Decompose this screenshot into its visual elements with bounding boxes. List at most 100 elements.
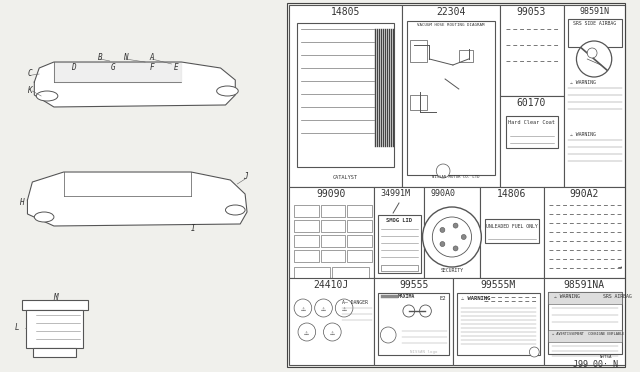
Bar xyxy=(332,281,369,293)
Bar xyxy=(548,292,621,304)
Circle shape xyxy=(298,323,316,341)
Bar xyxy=(548,292,621,354)
Ellipse shape xyxy=(225,205,245,215)
Text: 34991M: 34991M xyxy=(380,189,410,198)
Text: ⚠ AVERTISSEMENT  CONSIGNE ENFLABLE: ⚠ AVERTISSEMENT CONSIGNE ENFLABLE xyxy=(552,332,624,336)
Text: 990A2: 990A2 xyxy=(570,189,599,199)
Circle shape xyxy=(403,305,415,317)
Bar xyxy=(544,187,625,278)
Bar xyxy=(481,187,544,278)
Text: E: E xyxy=(174,62,179,71)
Bar xyxy=(378,215,420,273)
Bar xyxy=(321,220,345,232)
Circle shape xyxy=(588,48,597,58)
Text: SRS SIDE AIRBAG: SRS SIDE AIRBAG xyxy=(573,21,616,26)
Bar xyxy=(294,220,319,232)
Text: 99555M: 99555M xyxy=(481,280,516,290)
Text: 99053: 99053 xyxy=(516,7,546,17)
Text: L: L xyxy=(14,324,19,333)
Bar xyxy=(457,293,540,355)
Text: 98591NA: 98591NA xyxy=(564,280,605,290)
Text: ⚠ WARNING: ⚠ WARNING xyxy=(554,294,580,299)
Circle shape xyxy=(453,246,458,251)
Text: ⚠: ⚠ xyxy=(321,304,326,313)
Text: N: N xyxy=(123,52,128,61)
Circle shape xyxy=(529,347,539,357)
Bar xyxy=(500,96,564,187)
Polygon shape xyxy=(35,62,236,107)
Ellipse shape xyxy=(217,86,238,96)
Bar xyxy=(33,348,76,357)
Bar xyxy=(568,19,621,47)
Bar xyxy=(297,23,394,167)
Text: I: I xyxy=(191,224,195,232)
Text: SECURITY: SECURITY xyxy=(440,268,463,273)
Bar xyxy=(374,278,453,365)
Text: MAXIMA: MAXIMA xyxy=(398,294,415,299)
Circle shape xyxy=(294,299,312,317)
Text: 990A0: 990A0 xyxy=(430,189,456,198)
Bar xyxy=(506,116,558,148)
Text: ⚠: ⚠ xyxy=(330,328,335,337)
Bar xyxy=(410,95,428,110)
Text: 99555: 99555 xyxy=(399,280,428,290)
Text: NHTSA: NHTSA xyxy=(600,355,612,359)
Text: B: B xyxy=(98,52,102,61)
Ellipse shape xyxy=(35,212,54,222)
Bar xyxy=(321,205,345,217)
Bar xyxy=(485,219,539,243)
Text: F: F xyxy=(150,62,154,71)
Text: ⚠: ⚠ xyxy=(305,328,309,337)
Circle shape xyxy=(420,305,431,317)
Text: SRS AIRBAG: SRS AIRBAG xyxy=(603,294,632,299)
Text: J99 00· N: J99 00· N xyxy=(573,360,618,369)
Bar xyxy=(347,205,372,217)
Bar xyxy=(424,187,481,278)
Text: K: K xyxy=(27,86,32,94)
Bar xyxy=(294,281,330,293)
Text: NISSAN logo: NISSAN logo xyxy=(410,350,437,354)
Text: ⚠: ⚠ xyxy=(300,304,305,313)
Text: J: J xyxy=(243,171,248,180)
Circle shape xyxy=(380,327,396,343)
Bar xyxy=(321,250,345,262)
Text: 98591N: 98591N xyxy=(579,7,609,16)
Text: H: H xyxy=(19,198,24,206)
Text: E2: E2 xyxy=(440,296,446,301)
Text: UNLEADED FUEL ONLY: UNLEADED FUEL ONLY xyxy=(486,224,538,229)
Bar xyxy=(378,293,449,355)
Ellipse shape xyxy=(36,91,58,101)
Text: 99090: 99090 xyxy=(317,189,346,199)
Circle shape xyxy=(461,234,466,240)
Text: CATALYST: CATALYST xyxy=(333,175,358,180)
Bar xyxy=(407,21,495,175)
Circle shape xyxy=(323,323,341,341)
Circle shape xyxy=(433,217,472,257)
Bar xyxy=(402,5,500,187)
Bar xyxy=(374,187,424,278)
Circle shape xyxy=(436,164,450,178)
Bar xyxy=(453,278,544,365)
Text: 22304: 22304 xyxy=(436,7,466,17)
Text: M: M xyxy=(54,293,58,302)
Circle shape xyxy=(453,223,458,228)
Bar xyxy=(289,5,402,187)
Text: NISSAN MOTOR CO. LTD: NISSAN MOTOR CO. LTD xyxy=(432,175,479,179)
Bar xyxy=(347,235,372,247)
Bar xyxy=(287,3,625,367)
Bar xyxy=(548,330,621,342)
Text: 60170: 60170 xyxy=(516,98,546,108)
Bar xyxy=(410,40,428,62)
Bar xyxy=(294,250,319,262)
Bar xyxy=(347,220,372,232)
Bar xyxy=(381,265,418,271)
Text: C: C xyxy=(27,68,32,77)
Circle shape xyxy=(335,299,353,317)
Text: ⚠ WARNING: ⚠ WARNING xyxy=(570,132,595,137)
Bar xyxy=(26,310,83,348)
Polygon shape xyxy=(54,62,181,82)
Bar xyxy=(22,300,88,310)
Bar xyxy=(294,205,319,217)
Bar xyxy=(289,187,374,278)
Bar xyxy=(347,250,372,262)
